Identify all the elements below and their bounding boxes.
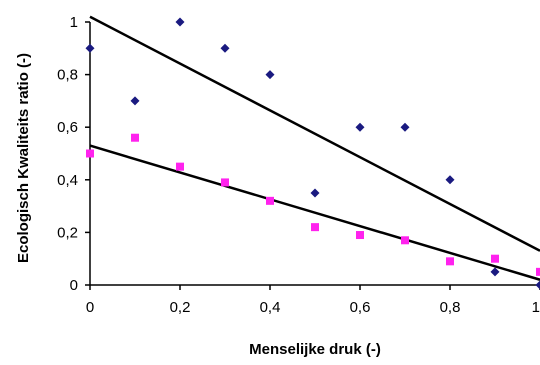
data-point-square: [356, 231, 364, 239]
data-point-square: [401, 236, 409, 244]
trendlines: [90, 17, 540, 280]
x-tick-label: 0: [86, 299, 94, 316]
data-point-square: [446, 257, 454, 265]
data-point-square: [86, 150, 94, 158]
y-tick-label: 0,4: [57, 172, 78, 189]
data-point-diamond: [446, 175, 455, 184]
data-point-square: [536, 268, 540, 276]
data-point-square: [491, 255, 499, 263]
data-point-diamond: [491, 267, 500, 276]
data-point-diamond: [176, 18, 185, 27]
y-tick-label: 0,6: [57, 119, 78, 136]
data-point-diamond: [536, 281, 540, 290]
data-point-diamond: [131, 96, 140, 105]
trendline-1: [90, 17, 540, 251]
data-point-diamond: [311, 188, 320, 197]
trendline-2: [90, 146, 540, 280]
data-point-diamond: [221, 44, 230, 53]
data-point-square: [266, 197, 274, 205]
data-point-square: [311, 223, 319, 231]
x-axis-title: Menselijke druk (-): [249, 341, 381, 358]
x-tick-label: 0,6: [350, 299, 371, 316]
y-tick-label: 1: [70, 14, 78, 31]
data-point-square: [176, 163, 184, 171]
y-axis-title: Ecologisch Kwaliteits ratio (-): [15, 53, 32, 263]
data-point-diamond: [401, 123, 410, 132]
y-tick-label: 0,2: [57, 224, 78, 241]
tick-labels: 0 0,2 0,4 0,6 0,8 1 0 0,2 0,4 0,6 0,8 1: [57, 14, 540, 316]
y-tick-label: 0: [70, 277, 78, 294]
data-point-diamond: [356, 123, 365, 132]
x-tick-label: 0,2: [170, 299, 191, 316]
x-tick-label: 1: [532, 299, 540, 316]
data-point-square: [221, 178, 229, 186]
axes: [85, 22, 540, 290]
x-tick-label: 0,8: [440, 299, 461, 316]
data-point-square: [131, 134, 139, 142]
y-tick-label: 0,8: [57, 67, 78, 84]
data-point-diamond: [86, 44, 95, 53]
data-points: [86, 18, 540, 290]
data-point-diamond: [266, 70, 275, 79]
x-tick-label: 0,4: [260, 299, 281, 316]
